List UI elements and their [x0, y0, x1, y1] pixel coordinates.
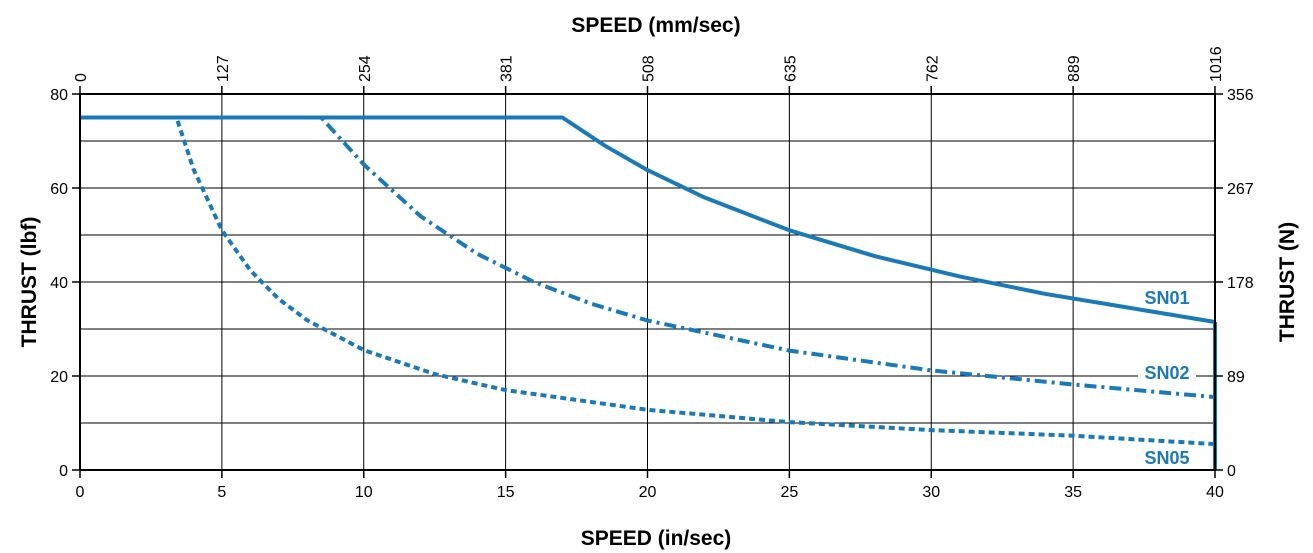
y-axis-title: THRUST (lbf): [18, 217, 41, 348]
y2-axis-title: THRUST (N): [1276, 222, 1299, 342]
x-axis-title: SPEED (in/sec): [581, 527, 732, 550]
y-tick-label: 60: [50, 181, 68, 198]
tick-marks: [72, 86, 1223, 478]
tick-labels: 0051271025415381205082563530762358894010…: [50, 46, 1254, 501]
x2-tick-label: 635: [782, 55, 799, 82]
x2-tick-label: 762: [924, 55, 941, 82]
y2-tick-label: 267: [1227, 181, 1254, 198]
x2-tick-label: 254: [357, 55, 374, 82]
x-tick-label: 30: [922, 484, 940, 501]
x-tick-label: 25: [780, 484, 798, 501]
y-tick-label: 0: [59, 463, 68, 480]
series-label-background: [1138, 447, 1196, 469]
y2-tick-label: 0: [1227, 463, 1236, 480]
x-tick-label: 10: [355, 484, 373, 501]
y-tick-label: 80: [50, 87, 68, 104]
x2-axis-title: SPEED (mm/sec): [571, 14, 740, 37]
x-tick-label: 15: [497, 484, 515, 501]
x2-tick-label: 508: [641, 55, 658, 82]
series-label-sn02: SN02: [1144, 363, 1189, 383]
y2-tick-label: 178: [1227, 275, 1254, 292]
x-tick-label: 5: [217, 484, 226, 501]
x2-tick-label: 127: [215, 55, 232, 82]
series-line-sn02: [80, 115, 1216, 400]
series-line-sn01: [80, 115, 1216, 324]
series-label-sn01: SN01: [1144, 288, 1189, 308]
x2-tick-label: 1016: [1208, 46, 1225, 82]
y-tick-label: 40: [50, 275, 68, 292]
series-line-sn05: [80, 115, 1216, 447]
x2-tick-label: 889: [1066, 55, 1083, 82]
x-tick-label: 40: [1206, 484, 1224, 501]
series-labels: SN01 SN02 SN05: [1138, 288, 1196, 469]
y2-tick-label: 89: [1227, 369, 1245, 386]
x2-tick-label: 381: [499, 55, 516, 82]
y2-tick-label: 356: [1227, 87, 1254, 104]
series-label-sn05: SN05: [1144, 448, 1189, 468]
x2-tick-label: 0: [73, 73, 90, 82]
series-label-background: [1138, 362, 1196, 385]
x-tick-label: 20: [639, 484, 657, 501]
x-tick-label: 0: [76, 484, 85, 501]
x-tick-label: 35: [1064, 484, 1082, 501]
grid-lines: [80, 94, 1215, 470]
y-tick-label: 20: [50, 369, 68, 386]
